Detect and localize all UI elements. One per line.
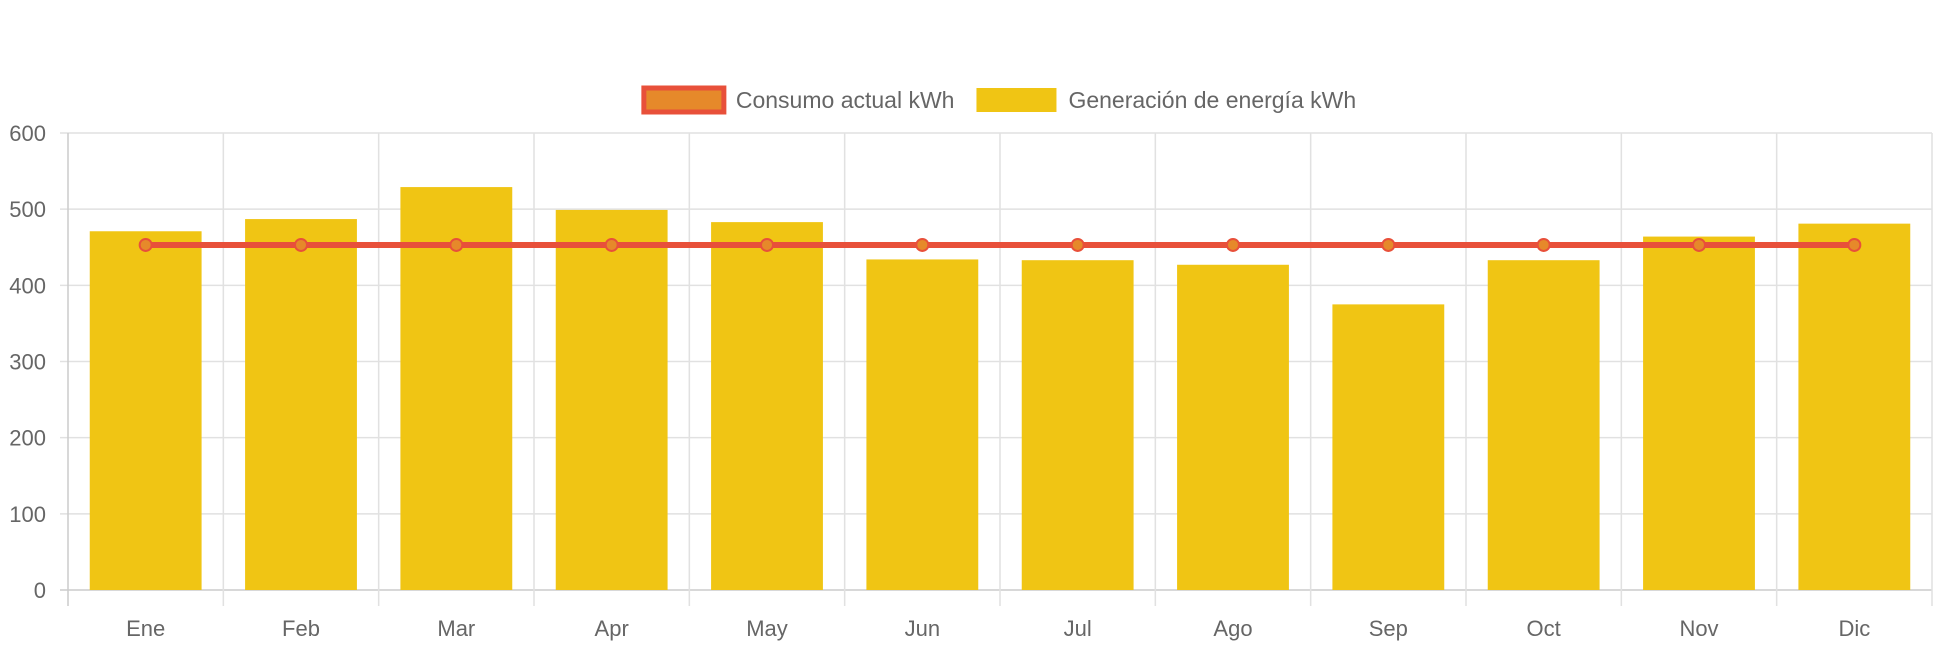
x-tick-label: Dic xyxy=(1838,616,1870,641)
y-tick-label: 100 xyxy=(9,502,46,527)
bar-ene[interactable] xyxy=(89,231,202,590)
x-tick-label: Ago xyxy=(1213,616,1252,641)
x-tick-label: Apr xyxy=(595,616,629,641)
legend-label: Consumo actual kWh xyxy=(736,87,955,113)
consumption-point-jul[interactable] xyxy=(1070,237,1085,252)
x-tick-label: Sep xyxy=(1369,616,1408,641)
chart-grid xyxy=(60,132,1933,606)
consumption-point-oct[interactable] xyxy=(1536,237,1551,252)
bar-oct[interactable] xyxy=(1487,260,1600,590)
y-tick-label: 500 xyxy=(9,197,46,222)
y-tick-label: 200 xyxy=(9,426,46,451)
consumption-point-sep[interactable] xyxy=(1381,237,1396,252)
bar-ago[interactable] xyxy=(1177,264,1289,590)
x-axis: Ene Feb Mar Apr May Jun Jul Ago Sep Oct Nov Dic xyxy=(126,616,1870,641)
consumption-point-jun[interactable] xyxy=(915,237,930,252)
x-tick-label: Oct xyxy=(1527,616,1561,641)
consumption-point-ene[interactable] xyxy=(138,237,153,252)
chart-legend[interactable]: Consumo actual kWh Generación de energía … xyxy=(641,85,1356,115)
consumption-point-dic[interactable] xyxy=(1847,237,1862,252)
y-tick-label: 600 xyxy=(9,121,46,146)
x-tick-label: Jul xyxy=(1064,616,1092,641)
x-tick-label: May xyxy=(746,616,788,641)
legend-item[interactable]: Consumo actual kWh xyxy=(641,85,955,115)
bar-sep[interactable] xyxy=(1332,304,1445,590)
consumption-point-nov[interactable] xyxy=(1692,237,1706,252)
y-axis: 0 100 200 300 400 500 600 xyxy=(9,121,46,603)
legend-swatch xyxy=(641,85,727,115)
x-tick-label: Jun xyxy=(905,616,940,641)
consumption-point-ago[interactable] xyxy=(1226,237,1240,252)
bar-jun[interactable] xyxy=(866,259,979,590)
consumption-point-apr[interactable] xyxy=(604,237,619,252)
bar-mar[interactable] xyxy=(400,187,513,590)
bar-dic[interactable] xyxy=(1798,223,1911,590)
consumption-line xyxy=(138,237,1862,252)
bar-nov[interactable] xyxy=(1643,236,1755,590)
bar-feb[interactable] xyxy=(245,219,357,590)
bar-apr[interactable] xyxy=(555,209,668,590)
consumption-point-mar[interactable] xyxy=(449,237,464,252)
consumption-point-may[interactable] xyxy=(760,237,774,252)
legend-label: Generación de energía kWh xyxy=(1068,87,1356,113)
x-tick-label: Ene xyxy=(126,616,165,641)
bar-may[interactable] xyxy=(711,222,823,591)
y-tick-label: 0 xyxy=(34,578,46,603)
legend-swatch xyxy=(976,88,1057,112)
y-tick-label: 400 xyxy=(9,273,46,298)
x-tick-label: Mar xyxy=(437,616,475,641)
x-tick-label: Feb xyxy=(282,616,320,641)
x-tick-label: Nov xyxy=(1679,616,1718,641)
legend-item[interactable]: Generación de energía kWh xyxy=(976,87,1356,113)
bar-jul[interactable] xyxy=(1021,260,1134,590)
consumption-point-feb[interactable] xyxy=(294,237,308,252)
y-tick-label: 300 xyxy=(9,350,46,375)
generation-bars xyxy=(89,187,1911,591)
